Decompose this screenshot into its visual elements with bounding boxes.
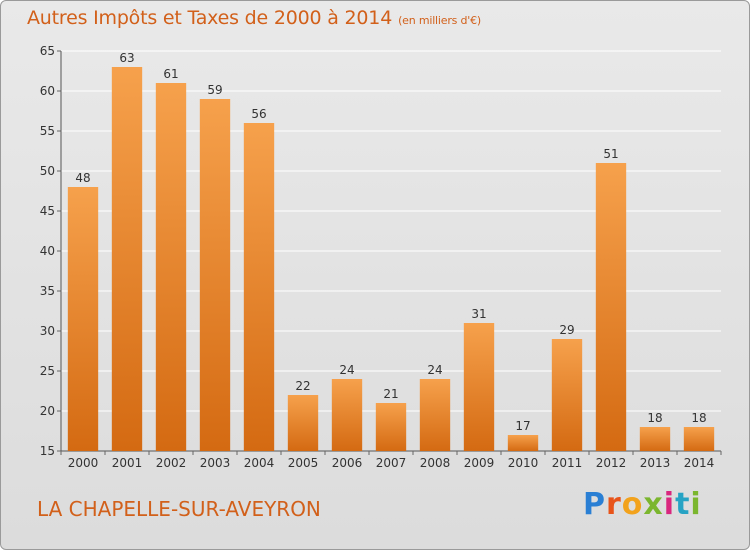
data-label: 48 bbox=[75, 171, 90, 185]
x-tick-label: 2014 bbox=[684, 456, 715, 470]
data-label: 21 bbox=[383, 387, 398, 401]
logo-letter: o bbox=[621, 487, 644, 522]
x-tick-label: 2003 bbox=[200, 456, 231, 470]
y-tick-label: 40 bbox=[40, 244, 55, 258]
y-tick-label: 20 bbox=[40, 404, 55, 418]
bar bbox=[419, 379, 451, 451]
data-label: 61 bbox=[163, 67, 178, 81]
x-tick-label: 2012 bbox=[596, 456, 627, 470]
data-label: 24 bbox=[427, 363, 442, 377]
data-label: 31 bbox=[471, 307, 486, 321]
logo-letter: P bbox=[583, 487, 606, 522]
bar bbox=[551, 339, 583, 451]
bar bbox=[375, 403, 407, 451]
y-tick-label: 30 bbox=[40, 324, 55, 338]
bar bbox=[507, 435, 539, 451]
y-tick-label: 50 bbox=[40, 164, 55, 178]
bar bbox=[331, 379, 363, 451]
y-tick-label: 45 bbox=[40, 204, 55, 218]
logo-letter: r bbox=[606, 487, 622, 522]
y-tick-label: 35 bbox=[40, 284, 55, 298]
bars bbox=[67, 67, 715, 451]
data-label: 22 bbox=[295, 379, 310, 393]
chart-unit: (en milliers d'€) bbox=[398, 14, 481, 27]
x-tick-label: 2013 bbox=[640, 456, 671, 470]
x-tick-label: 2011 bbox=[552, 456, 583, 470]
data-label: 18 bbox=[647, 411, 662, 425]
bar bbox=[111, 67, 143, 451]
x-tick-label: 2007 bbox=[376, 456, 407, 470]
data-label: 59 bbox=[207, 83, 222, 97]
x-tick-label: 2002 bbox=[156, 456, 187, 470]
data-label: 51 bbox=[603, 147, 618, 161]
data-label: 29 bbox=[559, 323, 574, 337]
x-tick-label: 2009 bbox=[464, 456, 495, 470]
y-tick-label: 60 bbox=[40, 84, 55, 98]
bar bbox=[199, 99, 231, 451]
data-label: 17 bbox=[515, 419, 530, 433]
chart-title: Autres Impôts et Taxes de 2000 à 2014 (en… bbox=[27, 7, 481, 29]
proxiti-logo: Proxiti bbox=[583, 487, 702, 522]
data-label: 24 bbox=[339, 363, 354, 377]
y-tick-label: 15 bbox=[40, 444, 55, 458]
bar bbox=[287, 395, 319, 451]
bar bbox=[463, 323, 495, 451]
logo-letter: t bbox=[675, 487, 691, 522]
bar bbox=[67, 187, 99, 451]
x-tick-label: 2005 bbox=[288, 456, 319, 470]
bar bbox=[155, 83, 187, 451]
bar bbox=[683, 427, 715, 451]
logo-letter: i bbox=[663, 487, 676, 522]
x-tick-label: 2008 bbox=[420, 456, 451, 470]
x-tick-label: 2010 bbox=[508, 456, 539, 470]
commune-name: LA CHAPELLE-SUR-AVEYRON bbox=[37, 497, 321, 521]
x-tick-label: 2004 bbox=[244, 456, 275, 470]
x-tick-label: 2006 bbox=[332, 456, 363, 470]
y-tick-label: 55 bbox=[40, 124, 55, 138]
logo-letter: x bbox=[643, 487, 664, 522]
data-label: 18 bbox=[691, 411, 706, 425]
logo-letter: i bbox=[690, 487, 702, 522]
bar bbox=[595, 163, 627, 451]
chart-title-text: Autres Impôts et Taxes de 2000 à 2014 bbox=[27, 7, 393, 29]
y-tick-label: 65 bbox=[40, 44, 55, 58]
labels: 15 20 25 30 35 40 45 50 55 60 65 48 2000 63 2001 61 2002… bbox=[40, 44, 715, 470]
x-tick-label: 2001 bbox=[112, 456, 143, 470]
x-tick-label: 2000 bbox=[68, 456, 99, 470]
y-tick-label: 25 bbox=[40, 364, 55, 378]
data-label: 56 bbox=[251, 107, 266, 121]
bar bbox=[639, 427, 671, 451]
bar bbox=[243, 123, 275, 451]
data-label: 63 bbox=[119, 51, 134, 65]
